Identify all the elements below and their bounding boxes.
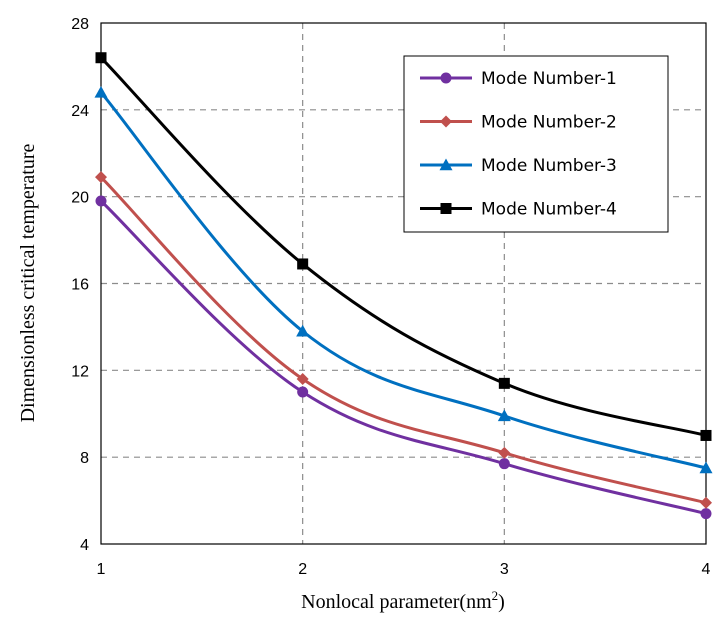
data-point-square (95, 52, 107, 64)
legend-items: Mode Number-1 Mode Number-2 Mode Number-3 M… (420, 69, 617, 220)
x-axis-label-superscript: 2 (492, 588, 499, 603)
series-line (99, 176, 707, 505)
legend-item: Mode Number-4 (420, 200, 617, 220)
y-tick-label: 20 (71, 190, 89, 207)
y-axis-label: Dimensionless critical temperature (17, 143, 39, 422)
legend-item: Mode Number-1 (420, 69, 617, 89)
data-point-circle (498, 458, 510, 470)
y-tick-label: 28 (71, 16, 89, 33)
legend-marker-triangle (439, 158, 453, 171)
data-point-triangle (699, 461, 713, 474)
legend-label: Mode Number-2 (481, 113, 617, 133)
data-point-square (700, 429, 712, 441)
x-axis-label-close: ) (498, 591, 505, 613)
data-point-triangle (497, 409, 511, 422)
x-tick-label: 2 (298, 561, 307, 578)
legend: Mode Number-1 Mode Number-2 Mode Number-3 M… (403, 55, 669, 233)
series-2 (95, 171, 712, 509)
series-4 (95, 52, 712, 441)
legend-label: Mode Number-4 (481, 200, 617, 220)
data-point-square (498, 377, 510, 389)
y-tick-label: 4 (80, 537, 89, 554)
data-point-diamond (700, 496, 712, 509)
data-point-circle (700, 508, 712, 520)
y-tick-label: 16 (71, 277, 89, 294)
legend-item: Mode Number-2 (420, 113, 617, 133)
x-tick-label: 1 (97, 561, 106, 578)
x-axis-ticks: 1 2 3 4 (97, 561, 711, 578)
series-line (99, 199, 707, 516)
legend-label: Mode Number-1 (481, 69, 617, 89)
data-point-diamond (498, 446, 511, 459)
legend-item: Mode Number-3 (420, 156, 617, 176)
legend-marker-circle (440, 72, 452, 84)
series-line (99, 56, 707, 437)
x-axis-label: Nonlocal parameter(nm2) (301, 588, 505, 613)
legend-marker-diamond (440, 115, 452, 128)
data-point-triangle (296, 324, 310, 337)
x-axis-label-main: Nonlocal parameter(nm (301, 591, 492, 613)
data-point-diamond (95, 171, 107, 184)
legend-marker-square (440, 203, 452, 214)
legend-box (403, 55, 669, 233)
y-tick-label: 12 (71, 363, 89, 380)
legend-label: Mode Number-3 (481, 156, 617, 176)
series-1 (95, 195, 712, 520)
series-group (94, 52, 713, 520)
plot-area-border (100, 22, 707, 545)
data-point-square (297, 258, 309, 270)
y-tick-label: 24 (71, 103, 89, 120)
y-axis-ticks: 4 8 12 16 20 24 28 (71, 16, 89, 554)
series-line (99, 91, 707, 470)
x-tick-label: 3 (500, 561, 509, 578)
series-3 (94, 85, 713, 474)
y-tick-label: 8 (80, 450, 89, 467)
data-point-circle (95, 195, 107, 207)
data-point-diamond (296, 373, 309, 386)
data-point-triangle (94, 85, 108, 98)
x-tick-label: 4 (702, 561, 711, 578)
data-point-circle (297, 386, 309, 398)
